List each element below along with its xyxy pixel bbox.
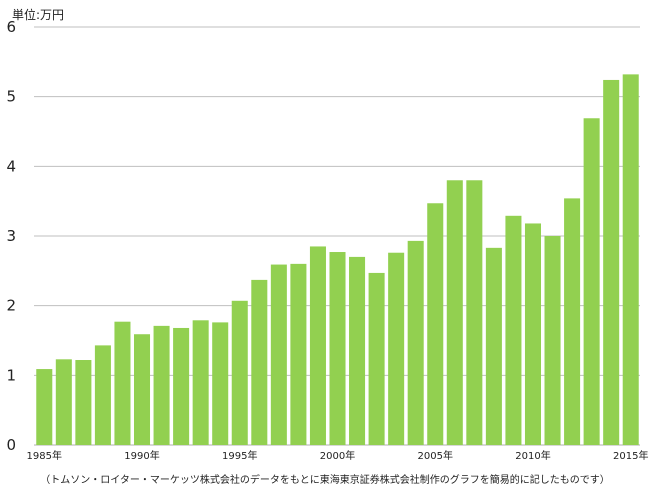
bar-2013 xyxy=(583,118,600,445)
bar-1991 xyxy=(153,325,170,445)
bar-2002 xyxy=(368,272,385,445)
bar-2014 xyxy=(603,79,620,445)
y-tick-label: 0 xyxy=(6,436,16,454)
bar-2004 xyxy=(407,240,424,445)
x-tick-label: 1995年 xyxy=(222,449,257,462)
bar-2000 xyxy=(329,252,346,445)
y-tick-label: 6 xyxy=(6,18,16,36)
bar-1993 xyxy=(192,320,209,445)
bar-2009 xyxy=(505,215,522,445)
y-axis-ticks: 0 1 2 3 4 5 6 xyxy=(6,18,16,454)
bar-2003 xyxy=(388,252,405,445)
x-tick-label: 1985年 xyxy=(27,449,62,462)
source-note: （トムソン・ロイター・マーケッツ株式会社のデータをもとに東海東京証券株式会社制作… xyxy=(40,475,610,486)
bar-1997 xyxy=(270,264,287,445)
unit-label: 単位:万円 xyxy=(12,8,65,22)
x-tick-label: 2015年 xyxy=(613,449,648,462)
bar-2001 xyxy=(349,256,366,445)
bar-2011 xyxy=(544,236,561,445)
bar-2010 xyxy=(524,223,541,445)
bar-2005 xyxy=(427,203,444,445)
bar-1985 xyxy=(36,369,53,445)
bar-1998 xyxy=(290,263,307,445)
bars xyxy=(36,74,639,446)
y-tick-label: 2 xyxy=(6,297,16,315)
y-tick-label: 3 xyxy=(6,227,16,245)
bar-1989 xyxy=(114,321,131,445)
bar-2006 xyxy=(446,180,463,445)
bar-2007 xyxy=(466,180,483,445)
bar-2008 xyxy=(485,247,502,445)
y-tick-label: 4 xyxy=(6,157,16,175)
x-tick-label: 1990年 xyxy=(124,449,159,462)
bar-1990 xyxy=(134,334,151,445)
bar-1999 xyxy=(309,246,326,445)
x-axis-ticks: 1985年 1990年 1995年 2000年 2005年 2010年 2015年 xyxy=(27,449,649,462)
bar-1987 xyxy=(75,360,92,445)
x-tick-label: 2000年 xyxy=(320,449,355,462)
bar-1995 xyxy=(231,300,248,445)
bar-1994 xyxy=(212,322,229,445)
y-tick-label: 5 xyxy=(6,88,16,106)
bar-1988 xyxy=(94,345,111,445)
bar-1996 xyxy=(251,279,268,445)
y-tick-label: 1 xyxy=(6,366,16,384)
x-tick-label: 2005年 xyxy=(418,449,453,462)
bar-1992 xyxy=(173,327,190,445)
bar-2012 xyxy=(564,198,581,445)
x-tick-label: 2010年 xyxy=(515,449,550,462)
bar-1986 xyxy=(55,359,72,445)
bar-2015 xyxy=(622,74,639,446)
